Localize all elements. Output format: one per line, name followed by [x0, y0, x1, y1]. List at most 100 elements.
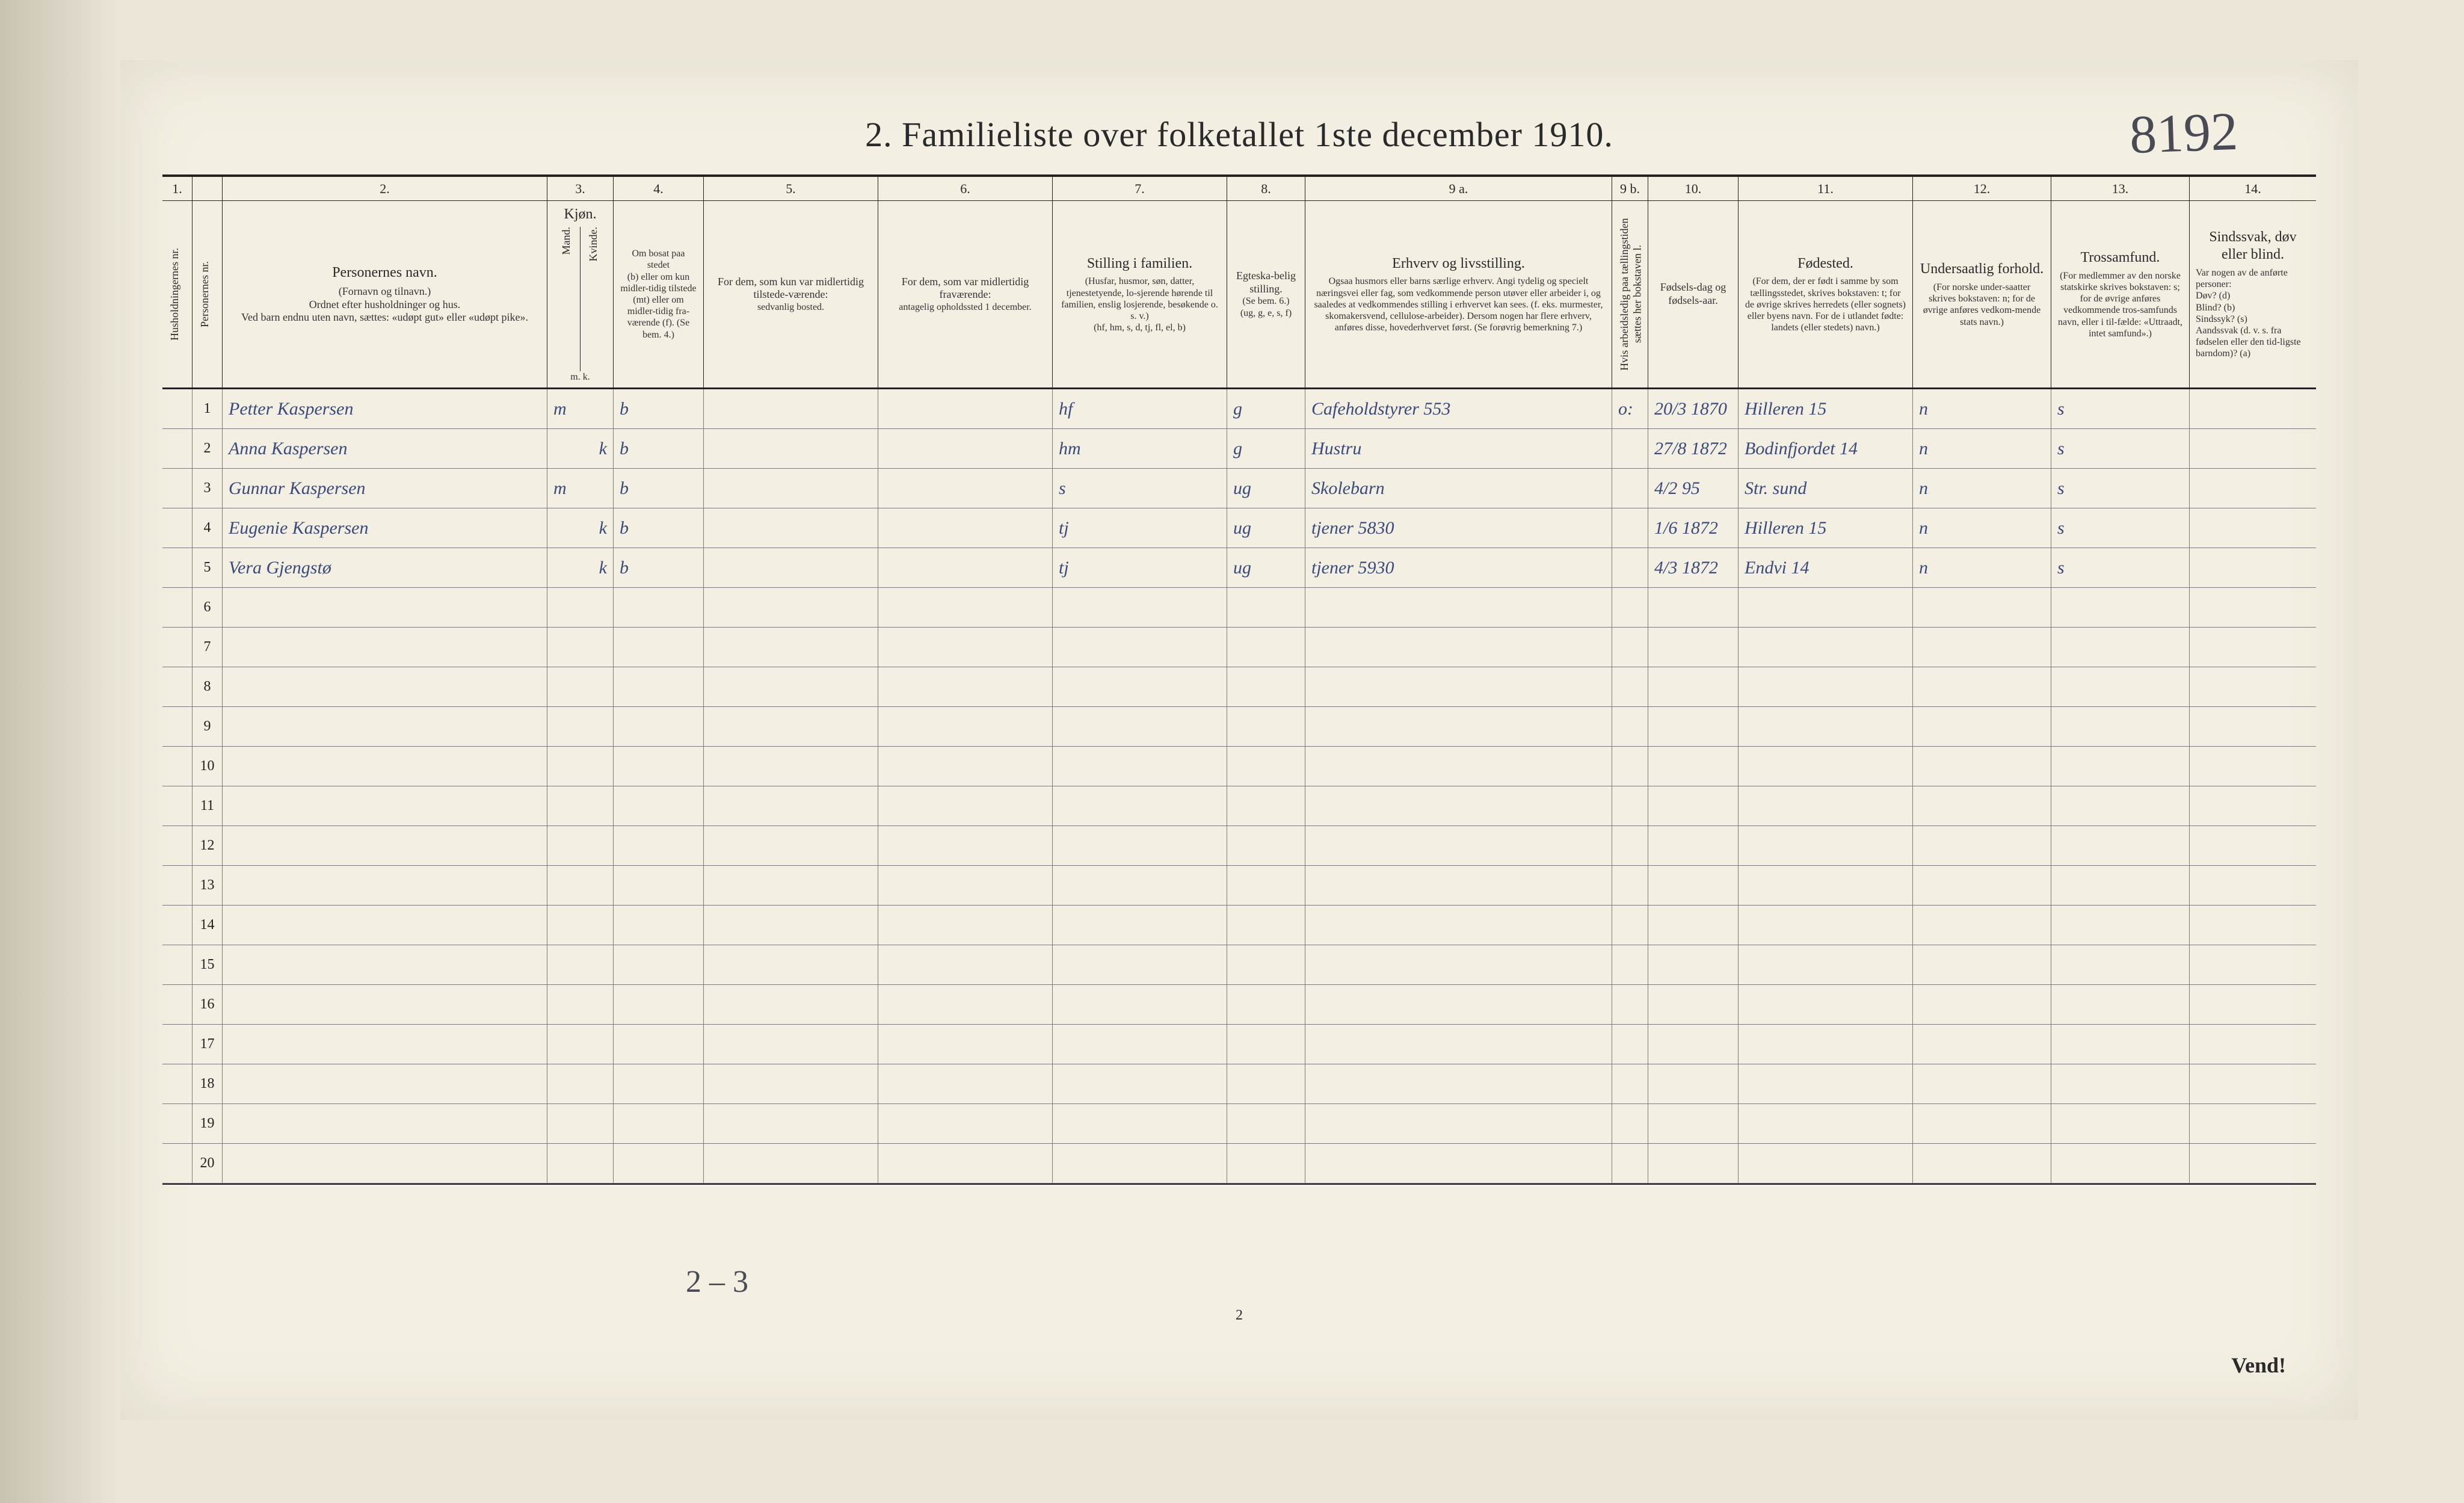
cell [614, 906, 704, 945]
cell [1739, 747, 1913, 786]
cell: ug [1227, 469, 1305, 508]
table-row: 4Eugenie Kaspersenkbtjugtjener 58301/6 1… [162, 508, 2316, 548]
cell [614, 1025, 704, 1064]
cell [2190, 866, 2316, 905]
cell [878, 906, 1053, 945]
header-name: Personernes navn. (Fornavn og tilnavn.) … [223, 201, 547, 387]
cell [2190, 1104, 2316, 1143]
cell: 2 [192, 429, 223, 468]
cell [1739, 588, 1913, 627]
cell [1227, 667, 1305, 706]
cell [1739, 1144, 1913, 1183]
cell [1053, 747, 1227, 786]
cell [614, 985, 704, 1024]
colnum: 12. [1913, 177, 2051, 200]
cell: s [1053, 469, 1227, 508]
cell [223, 1064, 547, 1103]
cell [1227, 1025, 1305, 1064]
colnum: 3. [547, 177, 614, 200]
cell [1053, 1144, 1227, 1183]
cell: n [1913, 508, 2051, 548]
cell [704, 429, 878, 468]
cell [223, 588, 547, 627]
cell [1053, 985, 1227, 1024]
cell [878, 389, 1053, 428]
cell: 1 [192, 389, 223, 428]
cell [614, 1144, 704, 1183]
cell [1612, 1144, 1648, 1183]
cell: Eugenie Kaspersen [223, 508, 547, 548]
cell [547, 826, 614, 865]
cell [1053, 945, 1227, 984]
cell [1913, 985, 2051, 1024]
cell: 6 [192, 588, 223, 627]
cell [223, 1025, 547, 1064]
header-marital: Egteska-belig stilling. (Se bem. 6.) (ug… [1227, 201, 1305, 387]
cell [2190, 985, 2316, 1024]
cell [1305, 985, 1612, 1024]
cell: Skolebarn [1305, 469, 1612, 508]
cell: m [547, 469, 614, 508]
cell [1648, 1144, 1739, 1183]
cell [162, 429, 192, 468]
colnum: 9 a. [1305, 177, 1612, 200]
cell [614, 945, 704, 984]
cell [162, 707, 192, 746]
header-temp-absent: For dem, som var midlertidig fraværende:… [878, 201, 1053, 387]
cell [1053, 866, 1227, 905]
cell [1739, 826, 1913, 865]
cell [2190, 945, 2316, 984]
cell: 19 [192, 1104, 223, 1143]
cell [704, 747, 878, 786]
cell [1648, 826, 1739, 865]
cell: Gunnar Kaspersen [223, 469, 547, 508]
colnum: 2. [223, 177, 547, 200]
cell [547, 1025, 614, 1064]
cell [1612, 945, 1648, 984]
cell [878, 826, 1053, 865]
cell [1913, 747, 2051, 786]
cell [1227, 906, 1305, 945]
cell: k [547, 508, 614, 548]
cell [162, 588, 192, 627]
cell: 8 [192, 667, 223, 706]
cell [1913, 826, 2051, 865]
cell [223, 628, 547, 667]
cell [1739, 1025, 1913, 1064]
cell [2051, 1064, 2190, 1103]
cell [1739, 667, 1913, 706]
cell [162, 1144, 192, 1183]
cell [1053, 667, 1227, 706]
cell: g [1227, 389, 1305, 428]
cell [2051, 707, 2190, 746]
cell [2051, 1144, 2190, 1183]
cell [547, 1144, 614, 1183]
cell [1305, 1064, 1612, 1103]
cell: n [1913, 469, 2051, 508]
cell [1648, 786, 1739, 826]
cell [1913, 628, 2051, 667]
cell [704, 985, 878, 1024]
cell [1305, 707, 1612, 746]
colnum: 8. [1227, 177, 1305, 200]
cell [614, 866, 704, 905]
cell: tj [1053, 508, 1227, 548]
cell: hm [1053, 429, 1227, 468]
cell [547, 707, 614, 746]
cell: Petter Kaspersen [223, 389, 547, 428]
cell [2190, 906, 2316, 945]
cell [1227, 826, 1305, 865]
cell [1739, 1104, 1913, 1143]
cell [2190, 1064, 2316, 1103]
cell [704, 628, 878, 667]
table-row: 8 [162, 667, 2316, 707]
cell [1305, 786, 1612, 826]
cell [2190, 469, 2316, 508]
cell [1739, 906, 1913, 945]
handwritten-annotation-top: 8192 [2128, 100, 2238, 166]
cell [162, 945, 192, 984]
cell: s [2051, 548, 2190, 587]
header-nationality: Undersaatlig forhold. (For norske under-… [1913, 201, 2051, 387]
cell: 14 [192, 906, 223, 945]
column-number-row: 1. 2. 3. 4. 5. 6. 7. 8. 9 a. 9 b. 10. 11… [162, 177, 2316, 201]
